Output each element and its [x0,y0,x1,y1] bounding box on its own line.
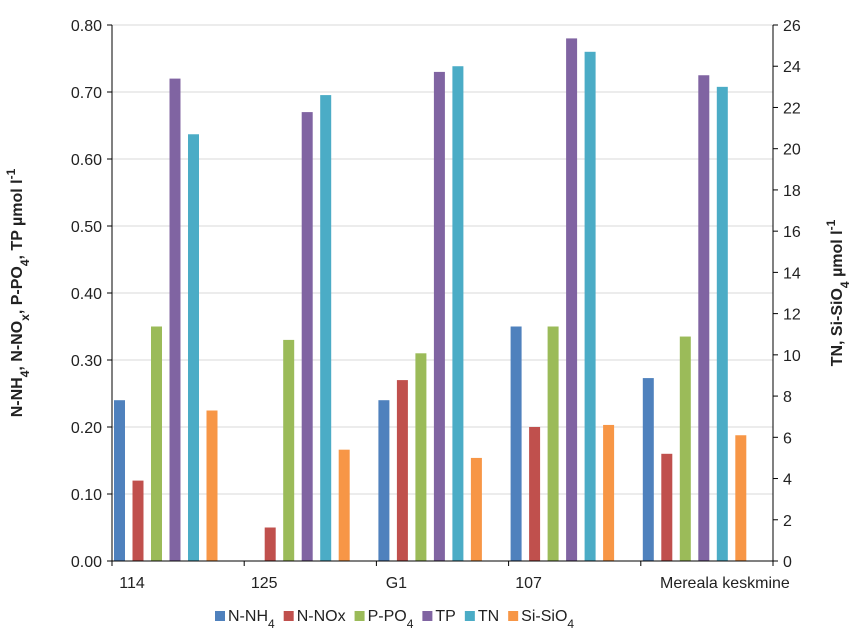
bar-n-nox-g1 [396,380,408,561]
bar-n-nox-125 [264,527,276,561]
right-axis-title: TN, Si-SiO4 µmol l-1 [824,219,852,366]
right-tick-label: 26 [783,18,801,35]
bar-n-nox-107 [529,427,541,561]
legend-swatch-n-nox [283,611,294,621]
legend-label-n-nox: N-NOx [297,608,346,625]
right-tick-label: 8 [783,389,792,406]
legend-label-si-sio4: Si-SiO4 [521,608,574,631]
left-tick-label: 0.80 [71,18,102,35]
bar-n-nox-114 [132,480,144,561]
bar-tp-114 [169,78,181,561]
left-tick-label: 0.50 [71,219,102,236]
right-tick-label: 10 [783,348,801,365]
bar-tn-125 [320,95,332,561]
bar-tn-107 [584,51,596,562]
left-tick-label: 0.70 [71,85,102,102]
bar-p-po4-g1 [415,353,427,561]
right-tick-label: 6 [783,430,792,447]
right-tick-label: 16 [783,224,801,241]
bar-si-sio4-125 [338,449,350,561]
left-tick-label: 0.20 [71,420,102,437]
right-tick-label: 18 [783,183,801,200]
axes: 0.000.100.200.300.400.500.600.700.800246… [4,18,852,592]
bar-n-nh4-g1 [378,400,390,561]
x-tick-label: 107 [515,575,542,592]
bar-tp-107 [566,38,578,561]
bar-n-nox-mereala-keskmine [661,453,673,561]
bar-tn-g1 [452,66,464,561]
right-tick-label: 0 [783,554,792,571]
bar-tn-114 [188,134,199,561]
x-tick-label: 114 [119,575,145,592]
right-tick-label: 20 [783,142,801,159]
left-tick-label: 0.30 [71,353,102,370]
legend: N-NH4 N-NOx P-PO4 TP TN Si-SiO4 [215,608,574,631]
left-tick-label: 0.60 [71,152,102,169]
legend-label-tn: TN [478,608,499,625]
legend-swatch-si-sio4 [508,611,519,621]
left-tick-label: 0.00 [71,554,102,571]
x-tick-label: G1 [386,575,407,592]
right-tick-label: 12 [783,307,801,324]
legend-swatch-p-po4 [354,611,365,621]
left-tick-label: 0.40 [71,286,102,303]
legend-swatch-tn [464,611,475,621]
right-tick-label: 14 [783,265,801,282]
right-tick-label: 2 [783,513,792,530]
bar-tp-125 [301,112,313,561]
bar-p-po4-mereala-keskmine [679,336,691,561]
bar-n-nh4-107 [510,326,522,561]
left-tick-label: 0.10 [71,487,102,504]
legend-label-n-nh4: N-NH4 [228,608,275,631]
bar-si-sio4-107 [603,424,615,561]
legend-swatch-n-nh4 [215,611,225,621]
bar-p-po4-114 [151,326,162,561]
bar-tp-g1 [433,71,445,562]
left-axis-title: N-NH4, N-NOx, P-PO4, TP µmol l-1 [4,168,32,417]
bar-p-po4-125 [283,339,295,561]
right-tick-label: 4 [783,472,792,489]
right-tick-label: 22 [783,100,801,117]
bar-n-nh4-mereala-keskmine [642,378,654,561]
right-tick-label: 24 [783,59,801,76]
bar-n-nh4-114 [114,400,125,561]
bar-tn-mereala-keskmine [716,86,728,561]
x-tick-label: 125 [251,575,278,592]
bar-si-sio4-g1 [470,457,482,561]
bars [114,38,747,562]
legend-label-p-po4: P-PO4 [368,608,414,631]
legend-swatch-tp [422,611,433,621]
x-tick-label: Mereala keskmine [660,575,790,592]
bar-p-po4-107 [547,326,559,561]
bar-si-sio4-114 [206,410,218,561]
bar-si-sio4-mereala-keskmine [735,435,747,561]
bar-tp-mereala-keskmine [698,75,710,561]
legend-label-tp: TP [435,608,455,625]
